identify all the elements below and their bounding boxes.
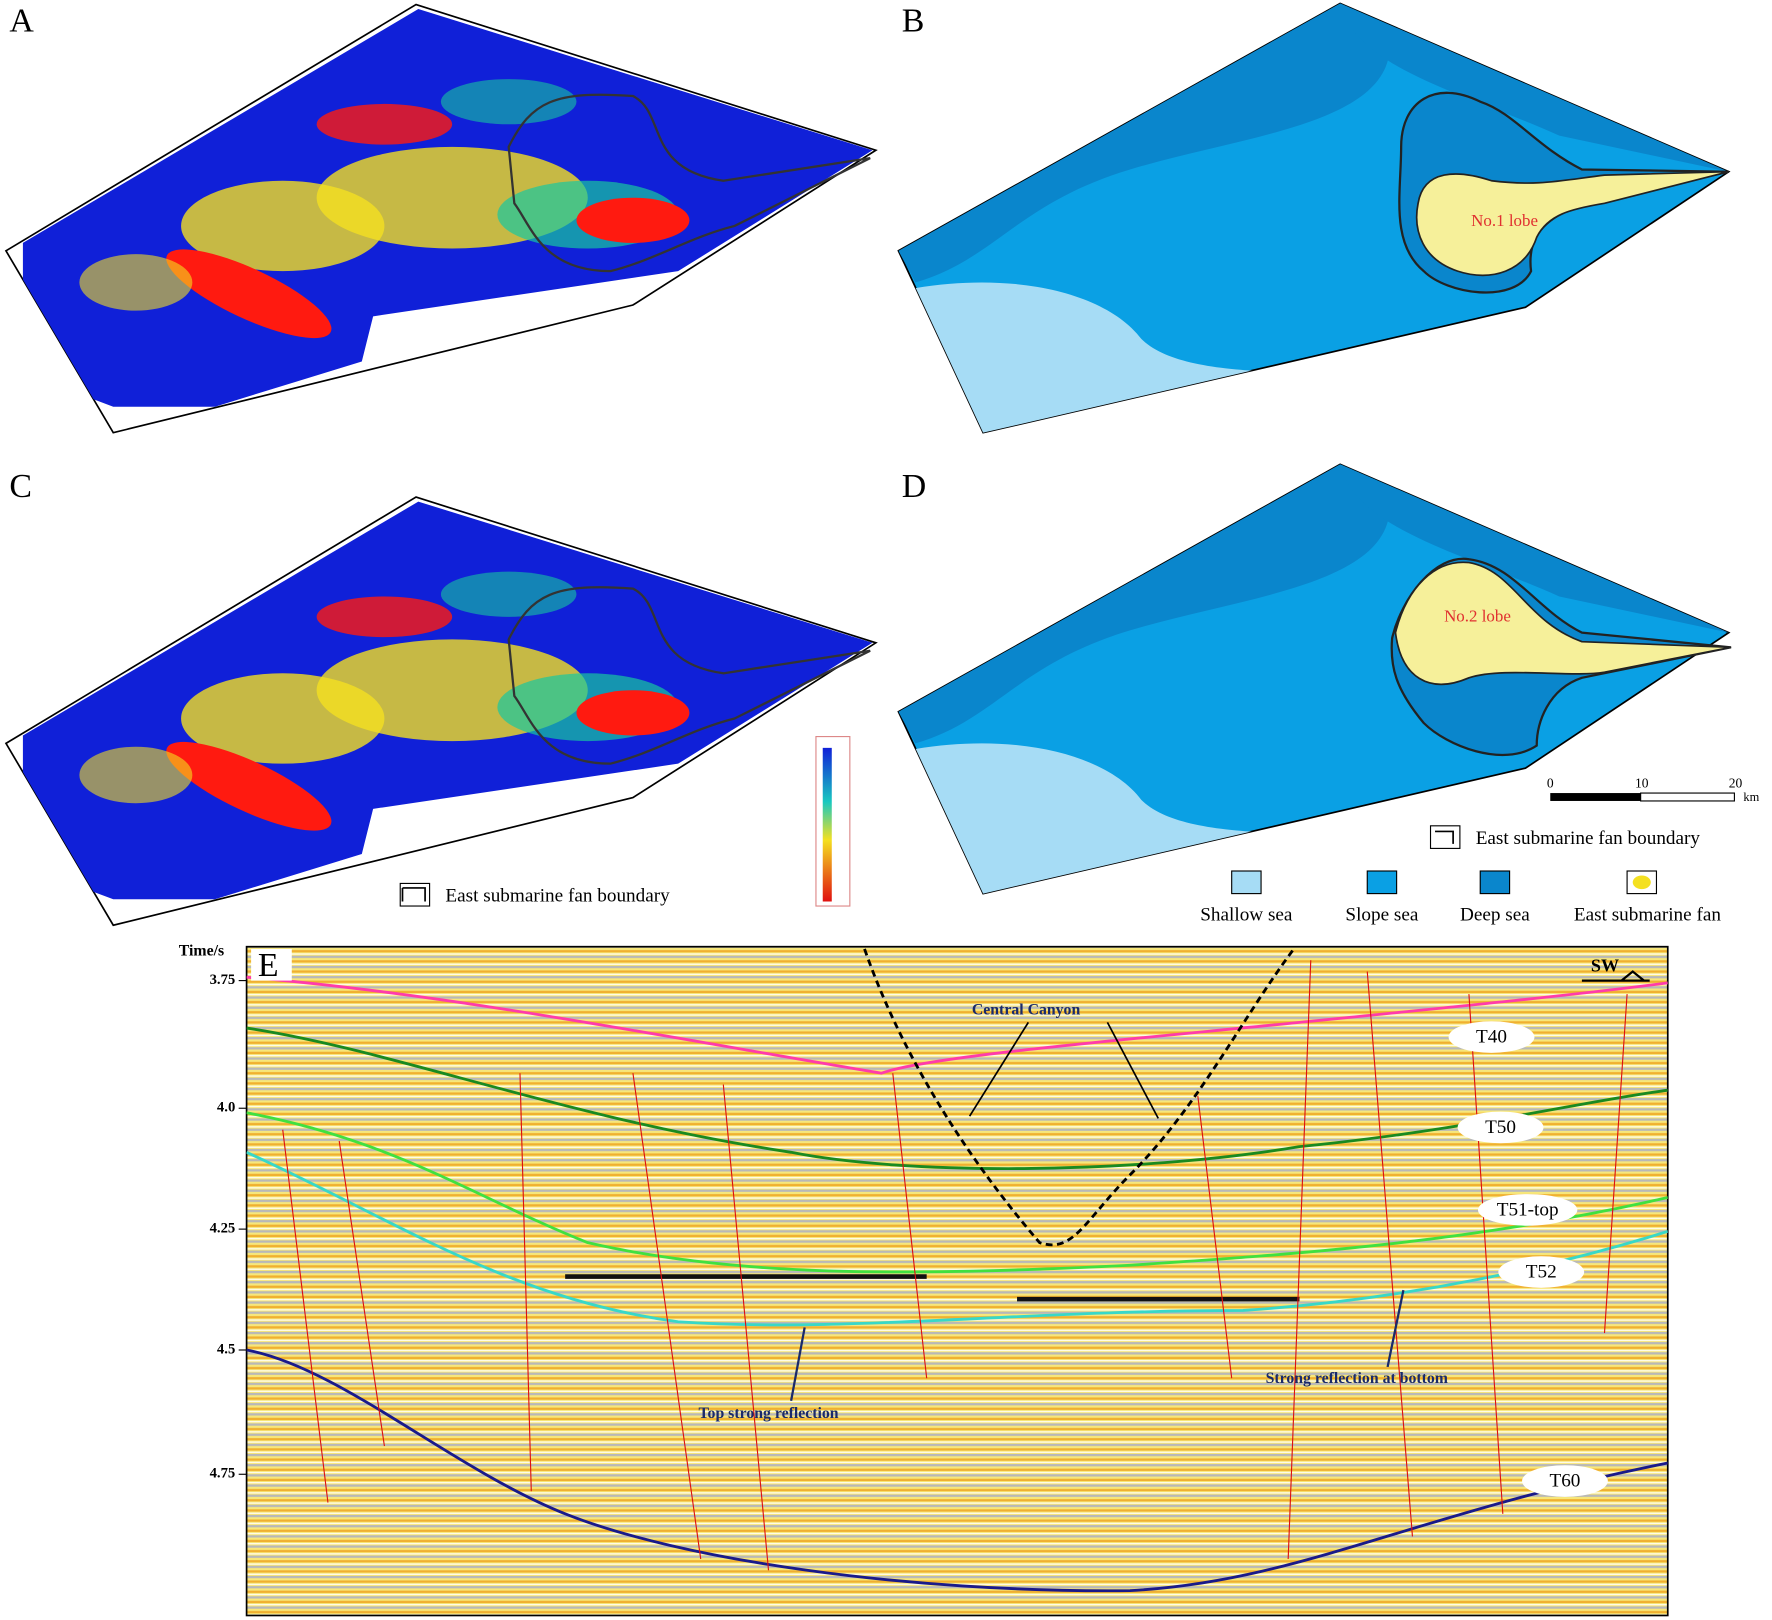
horizon-badge <box>1498 1256 1585 1288</box>
annotation: Strong reflection at bottom <box>1266 1370 1448 1387</box>
scale-bar <box>1640 792 1735 802</box>
annotation: Central Canyon <box>972 1001 1081 1018</box>
facies-map <box>898 0 1740 452</box>
legend-box <box>1429 825 1461 849</box>
label-bg <box>251 948 292 981</box>
horizon-badge <box>1477 1194 1578 1226</box>
panel-label: C <box>9 468 32 505</box>
tick-label: 4.75 <box>210 1466 236 1482</box>
horizon-badge <box>1448 1021 1535 1053</box>
shape <box>246 975 1668 1075</box>
horizon-badge <box>1457 1111 1544 1144</box>
horizon-label: T50 <box>1485 1117 1516 1138</box>
scale-unit: km <box>1743 790 1759 804</box>
horizon-label: T40 <box>1476 1027 1507 1048</box>
y-axis: 3.75 4.0 4.25 4.5 4.75 <box>210 972 247 1482</box>
scale-tick: 0 <box>1547 775 1554 790</box>
facies-swatch <box>1231 870 1262 895</box>
direction-arrow <box>1581 970 1650 982</box>
shape <box>246 1151 1668 1327</box>
axis-title: Time/s <box>179 943 224 960</box>
annotation-arrow <box>1386 1289 1405 1368</box>
facies-label: Shallow sea <box>1200 905 1293 926</box>
tick-label: 4.5 <box>217 1341 235 1357</box>
annotation-arrow <box>789 1327 806 1402</box>
facies-swatch-dot <box>1632 875 1651 890</box>
color-bar-frame <box>815 736 851 907</box>
color-bar <box>822 747 832 902</box>
facies-swatch <box>1479 870 1511 895</box>
facies-label: Deep sea <box>1460 905 1530 926</box>
lobe-label: No.1 lobe <box>1471 211 1538 230</box>
scale-tick: 10 <box>1635 775 1649 790</box>
horizon-label: T51-top <box>1497 1199 1559 1220</box>
legend-text: East submarine fan boundary <box>1476 828 1701 849</box>
annotation: Top strong reflection <box>698 1405 838 1422</box>
facies-label: Slope sea <box>1345 905 1418 926</box>
legend-box <box>399 882 431 907</box>
shape <box>246 1111 1668 1274</box>
panel-label: A <box>9 3 34 40</box>
facies-swatch <box>1366 870 1398 895</box>
attribute-map <box>6 5 876 433</box>
shape <box>282 960 1628 1571</box>
facies-label: East submarine fan <box>1574 905 1721 926</box>
shape <box>246 1348 1668 1593</box>
annotation-arrow <box>968 1021 1160 1119</box>
attribute-map <box>6 497 876 925</box>
legend-symbol <box>401 887 426 902</box>
legend-symbol <box>1435 830 1454 844</box>
lobe-label: No.2 lobe <box>1444 606 1511 625</box>
fan-lobe <box>1394 561 1732 686</box>
horizon-label: T52 <box>1526 1262 1557 1283</box>
panel-label: B <box>902 3 925 40</box>
tick-label: 4.0 <box>217 1100 235 1116</box>
shape <box>565 1274 1300 1302</box>
scale-bar <box>1550 793 1641 801</box>
legend-text: East submarine fan boundary <box>445 886 670 907</box>
horizon-label: T60 <box>1549 1471 1580 1492</box>
panel-label: E <box>258 947 279 984</box>
fan-lobe <box>1415 170 1729 277</box>
tick-label: 4.25 <box>210 1220 236 1236</box>
horizon-badge <box>1522 1465 1608 1497</box>
scale-tick: 20 <box>1729 775 1743 790</box>
tick-label: 3.75 <box>210 972 236 988</box>
direction-label: SW <box>1591 956 1619 976</box>
panel-label: D <box>902 468 926 505</box>
canyon-outline <box>863 948 1295 1247</box>
